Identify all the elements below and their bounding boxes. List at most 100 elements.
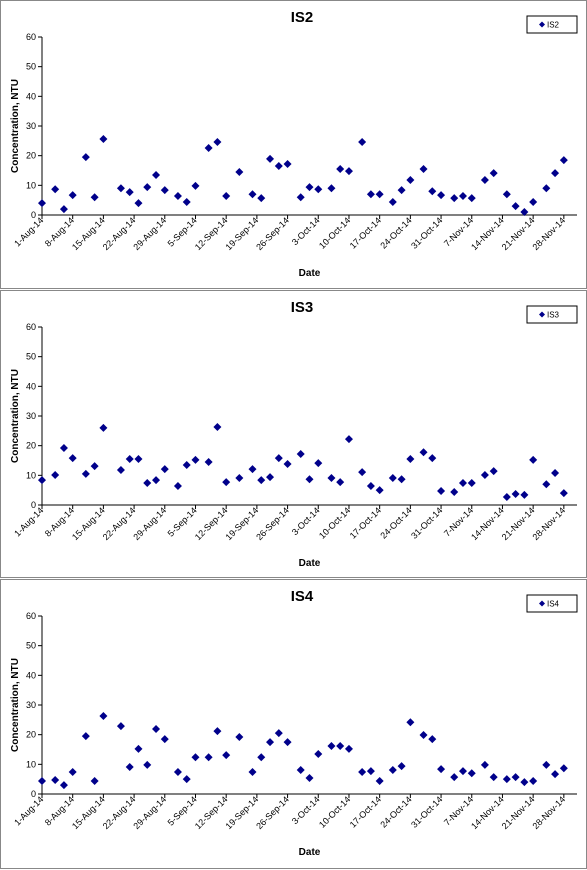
legend-label: IS2 bbox=[547, 21, 560, 30]
y-tick-label: 0 bbox=[31, 500, 36, 510]
data-point bbox=[489, 467, 498, 476]
data-point bbox=[467, 479, 476, 488]
data-point bbox=[68, 191, 77, 200]
data-point bbox=[551, 468, 560, 477]
y-axis-label: Concentration, NTU bbox=[10, 79, 21, 173]
data-point bbox=[274, 729, 283, 738]
data-point bbox=[257, 476, 266, 485]
chart-title: IS4 bbox=[291, 588, 314, 605]
data-point bbox=[559, 156, 568, 165]
data-point bbox=[388, 765, 397, 774]
data-point bbox=[213, 727, 222, 736]
data-point bbox=[222, 751, 231, 760]
data-point bbox=[559, 764, 568, 773]
y-tick-label: 50 bbox=[26, 62, 36, 72]
data-point bbox=[305, 773, 314, 782]
x-axis-label: Date bbox=[299, 558, 321, 569]
data-point bbox=[480, 471, 489, 480]
data-point bbox=[327, 184, 336, 193]
y-tick-label: 40 bbox=[26, 91, 36, 101]
data-point bbox=[116, 184, 125, 193]
data-point bbox=[38, 776, 46, 785]
x-tick-label: 17-Oct-14 bbox=[348, 794, 383, 829]
data-point bbox=[336, 741, 345, 750]
x-tick-label: 29-Aug-14 bbox=[131, 505, 168, 542]
data-point bbox=[305, 183, 314, 192]
x-axis-label: Date bbox=[299, 847, 321, 858]
data-point bbox=[551, 169, 560, 178]
data-point bbox=[125, 188, 134, 197]
data-point bbox=[450, 773, 459, 782]
data-point bbox=[134, 744, 143, 753]
data-point bbox=[458, 767, 467, 776]
data-point bbox=[235, 474, 244, 483]
data-point bbox=[437, 191, 446, 200]
data-point bbox=[327, 474, 336, 483]
x-tick-label: 31-Oct-14 bbox=[409, 794, 444, 829]
data-point bbox=[542, 480, 551, 489]
data-point bbox=[520, 208, 529, 217]
data-point bbox=[81, 732, 90, 741]
data-point bbox=[296, 449, 305, 458]
data-point bbox=[406, 175, 415, 184]
data-point bbox=[248, 465, 257, 474]
y-tick-label: 60 bbox=[26, 32, 36, 42]
data-point bbox=[125, 763, 134, 772]
y-tick-label: 10 bbox=[26, 759, 36, 769]
x-tick-label: 24-Oct-14 bbox=[378, 215, 413, 250]
data-point bbox=[467, 769, 476, 778]
data-point bbox=[358, 138, 367, 147]
data-point bbox=[458, 192, 467, 201]
data-point bbox=[296, 765, 305, 774]
data-point bbox=[327, 741, 336, 750]
data-point bbox=[143, 479, 152, 488]
data-point bbox=[51, 185, 60, 194]
data-point bbox=[257, 194, 266, 203]
x-tick-label: 10-Oct-14 bbox=[317, 794, 352, 829]
y-tick-label: 0 bbox=[31, 210, 36, 220]
y-tick-label: 30 bbox=[26, 700, 36, 710]
data-point bbox=[344, 167, 353, 176]
panel-border bbox=[0, 579, 587, 869]
y-tick-label: 30 bbox=[26, 411, 36, 421]
legend-marker bbox=[539, 21, 545, 28]
data-point bbox=[450, 487, 459, 496]
data-point bbox=[116, 465, 125, 474]
data-point bbox=[59, 205, 68, 214]
x-tick-label: 31-Oct-14 bbox=[409, 215, 444, 250]
y-tick-label: 60 bbox=[26, 322, 36, 332]
data-point bbox=[68, 454, 77, 463]
data-point bbox=[406, 455, 415, 464]
data-point bbox=[38, 199, 46, 208]
chart: IS401020304050601-Aug-148-Aug-1415-Aug-1… bbox=[0, 579, 587, 869]
y-tick-label: 20 bbox=[26, 441, 36, 451]
data-point bbox=[266, 473, 275, 482]
data-point bbox=[182, 775, 191, 784]
x-tick-label: 29-Aug-14 bbox=[131, 794, 168, 831]
data-point bbox=[99, 711, 108, 720]
data-point bbox=[90, 462, 99, 471]
data-point bbox=[366, 482, 375, 491]
data-point bbox=[81, 153, 90, 162]
data-point bbox=[296, 193, 305, 202]
data-point bbox=[529, 776, 538, 785]
y-axis-label: Concentration, NTU bbox=[10, 658, 21, 752]
data-point bbox=[191, 455, 200, 464]
data-point bbox=[428, 187, 437, 196]
data-point bbox=[90, 776, 99, 785]
chart-title: IS2 bbox=[291, 9, 314, 26]
data-point bbox=[406, 718, 415, 727]
data-point bbox=[375, 190, 384, 199]
data-point bbox=[204, 143, 213, 152]
chart-title: IS3 bbox=[291, 299, 314, 316]
data-point bbox=[375, 486, 384, 495]
legend: IS2 bbox=[526, 15, 578, 34]
data-point bbox=[125, 455, 134, 464]
data-point bbox=[213, 138, 222, 147]
legend: IS3 bbox=[526, 305, 578, 324]
data-point bbox=[51, 471, 60, 480]
x-tick-label: 1-Aug-14 bbox=[12, 215, 45, 248]
legend-box bbox=[526, 15, 578, 34]
data-point bbox=[51, 776, 60, 785]
data-point bbox=[173, 192, 182, 201]
